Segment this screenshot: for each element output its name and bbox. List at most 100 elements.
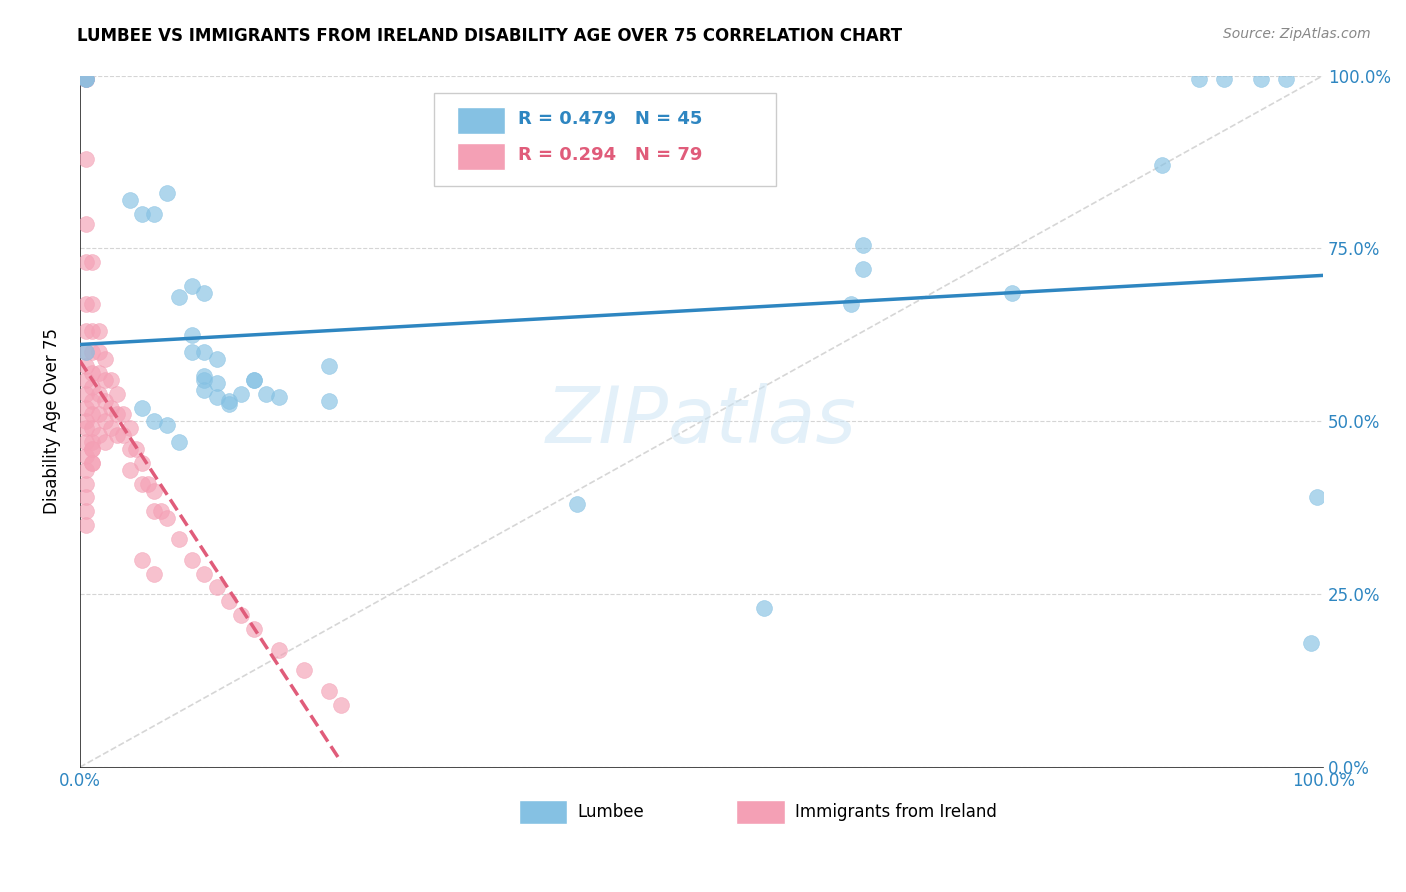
Point bbox=[93, 393, 115, 408]
Point bbox=[112, 428, 135, 442]
Point bbox=[136, 476, 159, 491]
Point bbox=[75, 401, 97, 415]
Point bbox=[75, 325, 97, 339]
Point bbox=[87, 408, 110, 422]
Point bbox=[87, 345, 110, 359]
Point bbox=[193, 373, 215, 387]
Point bbox=[131, 401, 153, 415]
Point bbox=[1150, 158, 1173, 172]
Point bbox=[131, 552, 153, 566]
Point bbox=[156, 417, 179, 432]
Point bbox=[218, 397, 240, 411]
FancyBboxPatch shape bbox=[737, 800, 785, 824]
Point bbox=[218, 393, 240, 408]
Point bbox=[75, 435, 97, 450]
Point bbox=[1188, 72, 1211, 87]
Point bbox=[169, 532, 191, 546]
Point bbox=[75, 414, 97, 428]
Point bbox=[267, 642, 290, 657]
Point bbox=[75, 449, 97, 463]
Point bbox=[75, 491, 97, 505]
Point bbox=[93, 435, 115, 450]
Point bbox=[82, 435, 104, 450]
Point bbox=[105, 386, 128, 401]
Point bbox=[75, 373, 97, 387]
Point bbox=[82, 345, 104, 359]
Point bbox=[169, 290, 191, 304]
Y-axis label: Disability Age Over 75: Disability Age Over 75 bbox=[44, 328, 60, 515]
Point bbox=[100, 421, 122, 435]
Point bbox=[143, 207, 166, 221]
Point bbox=[82, 393, 104, 408]
Point bbox=[180, 552, 202, 566]
Point bbox=[1212, 72, 1234, 87]
Point bbox=[75, 152, 97, 166]
Point bbox=[82, 442, 104, 456]
Point bbox=[193, 566, 215, 581]
Point bbox=[118, 442, 141, 456]
Point bbox=[75, 421, 97, 435]
Point bbox=[193, 369, 215, 384]
Point bbox=[292, 663, 315, 677]
Point bbox=[75, 518, 97, 533]
Point bbox=[82, 456, 104, 470]
Text: R = 0.479   N = 45: R = 0.479 N = 45 bbox=[517, 110, 702, 128]
Point bbox=[75, 386, 97, 401]
Point bbox=[75, 72, 97, 87]
Point bbox=[125, 442, 148, 456]
Point bbox=[143, 483, 166, 498]
Point bbox=[118, 463, 141, 477]
Point bbox=[75, 217, 97, 231]
Point bbox=[75, 463, 97, 477]
Point bbox=[852, 262, 875, 277]
Point bbox=[100, 401, 122, 415]
Point bbox=[1299, 635, 1322, 649]
Point bbox=[82, 421, 104, 435]
Point bbox=[143, 566, 166, 581]
Point bbox=[75, 476, 97, 491]
Point bbox=[82, 297, 104, 311]
Text: Source: ZipAtlas.com: Source: ZipAtlas.com bbox=[1223, 27, 1371, 41]
Point bbox=[1306, 491, 1329, 505]
Point bbox=[852, 238, 875, 252]
Point bbox=[267, 390, 290, 404]
Point bbox=[87, 366, 110, 380]
Point bbox=[93, 352, 115, 367]
Point bbox=[1250, 72, 1272, 87]
Point bbox=[318, 359, 340, 373]
Point bbox=[105, 428, 128, 442]
Point bbox=[254, 386, 277, 401]
Point bbox=[75, 297, 97, 311]
Point bbox=[75, 504, 97, 518]
Point bbox=[75, 345, 97, 359]
Point bbox=[218, 594, 240, 608]
FancyBboxPatch shape bbox=[457, 143, 505, 170]
Point bbox=[75, 72, 97, 87]
Point bbox=[839, 297, 862, 311]
Point bbox=[75, 345, 97, 359]
Point bbox=[143, 504, 166, 518]
Point bbox=[567, 497, 589, 511]
Point bbox=[156, 186, 179, 200]
Point bbox=[180, 345, 202, 359]
Point bbox=[205, 580, 228, 594]
Point bbox=[82, 366, 104, 380]
Point bbox=[231, 386, 253, 401]
FancyBboxPatch shape bbox=[457, 107, 505, 134]
Point bbox=[82, 325, 104, 339]
Point bbox=[100, 373, 122, 387]
Point bbox=[180, 279, 202, 293]
Point bbox=[105, 408, 128, 422]
FancyBboxPatch shape bbox=[434, 93, 776, 186]
Point bbox=[205, 390, 228, 404]
Point bbox=[82, 456, 104, 470]
Point bbox=[193, 383, 215, 397]
Text: Immigrants from Ireland: Immigrants from Ireland bbox=[794, 803, 997, 822]
Point bbox=[752, 601, 775, 615]
Point bbox=[169, 435, 191, 450]
Point bbox=[93, 373, 115, 387]
Text: LUMBEE VS IMMIGRANTS FROM IRELAND DISABILITY AGE OVER 75 CORRELATION CHART: LUMBEE VS IMMIGRANTS FROM IRELAND DISABI… bbox=[77, 27, 903, 45]
Point bbox=[156, 511, 179, 525]
Point bbox=[243, 622, 266, 636]
Point bbox=[82, 380, 104, 394]
